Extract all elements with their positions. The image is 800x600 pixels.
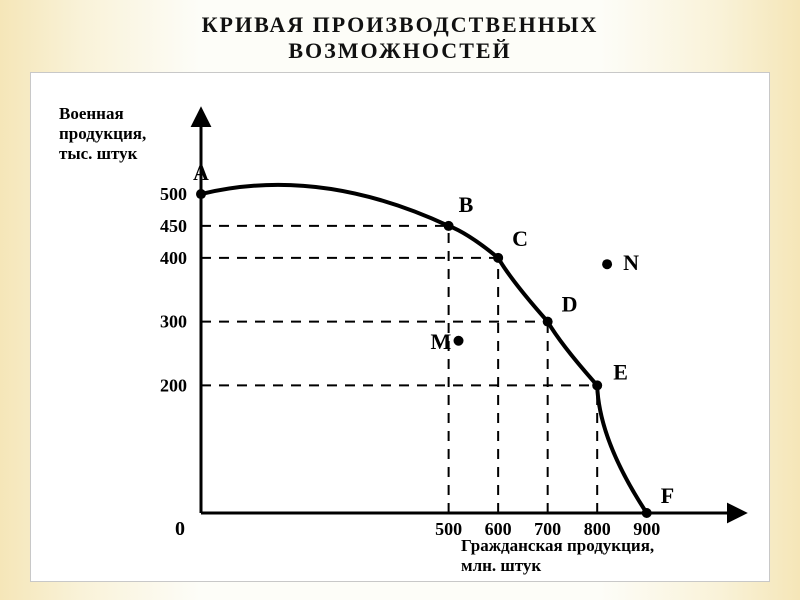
svg-text:0: 0 — [175, 518, 185, 540]
svg-text:800: 800 — [584, 519, 611, 539]
svg-text:A: A — [193, 160, 209, 185]
svg-text:F: F — [661, 483, 674, 508]
svg-text:300: 300 — [160, 312, 187, 332]
svg-text:C: C — [512, 226, 528, 251]
svg-text:Военная: Военная — [59, 104, 124, 123]
page-title: КРИВАЯ ПРОИЗВОДСТВЕННЫХ ВОЗМОЖНОСТЕЙ — [0, 0, 800, 65]
ppf-chart: Военнаяпродукция,тыс. штукГражданская пр… — [31, 73, 769, 581]
svg-text:200: 200 — [160, 375, 187, 395]
svg-text:600: 600 — [485, 519, 512, 539]
svg-text:N: N — [623, 250, 639, 275]
svg-text:400: 400 — [160, 248, 187, 268]
svg-text:тыс. штук: тыс. штук — [59, 144, 138, 163]
svg-text:продукция,: продукция, — [59, 124, 146, 143]
svg-text:700: 700 — [534, 519, 561, 539]
title-line-1: КРИВАЯ ПРОИЗВОДСТВЕННЫХ — [202, 12, 599, 37]
title-line-2: ВОЗМОЖНОСТЕЙ — [288, 38, 511, 63]
chart-container: Военнаяпродукция,тыс. штукГражданская пр… — [30, 72, 770, 582]
svg-text:450: 450 — [160, 216, 187, 236]
svg-text:D: D — [562, 292, 578, 317]
svg-text:E: E — [613, 359, 628, 384]
svg-text:900: 900 — [633, 519, 660, 539]
svg-text:млн. штук: млн. штук — [461, 556, 541, 575]
svg-text:M: M — [431, 329, 452, 354]
svg-text:500: 500 — [160, 184, 187, 204]
svg-text:500: 500 — [435, 519, 462, 539]
svg-text:B: B — [459, 192, 474, 217]
